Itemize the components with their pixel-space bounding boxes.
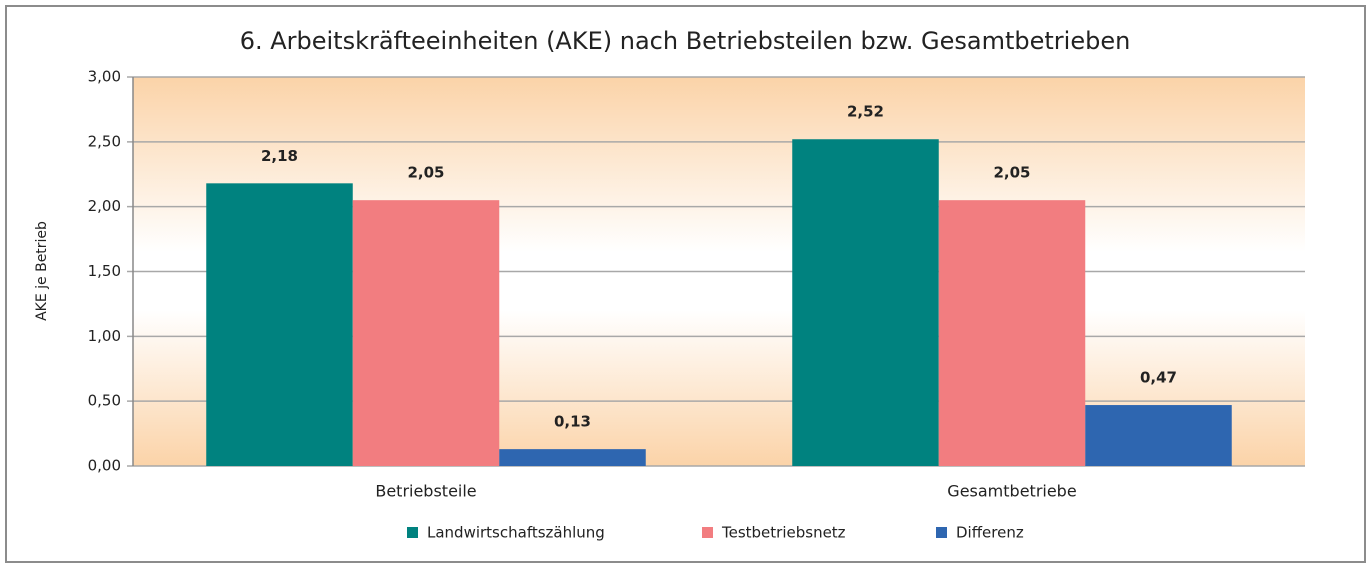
bar	[352, 200, 500, 466]
value-label: 0,47	[1140, 369, 1177, 387]
y-tick-label: 2,50	[88, 132, 121, 150]
y-tick-label: 1,50	[88, 262, 121, 280]
bar	[1085, 405, 1232, 466]
chart-title: 6. Arbeitskräfteeinheiten (AKE) nach Bet…	[240, 27, 1131, 55]
legend-swatch	[407, 527, 418, 538]
legend-swatch	[936, 527, 947, 538]
y-tick-label: 0,50	[88, 392, 121, 410]
value-label: 2,52	[847, 103, 884, 121]
value-label: 0,13	[554, 413, 591, 431]
y-tick-label: 1,00	[88, 327, 121, 345]
value-label: 2,05	[407, 164, 444, 182]
y-axis-label: AKE je Betrieb	[34, 221, 50, 321]
bar	[792, 139, 939, 467]
x-tick-label: Betriebsteile	[375, 482, 476, 501]
legend-label: Testbetriebsnetz	[721, 524, 846, 542]
y-tick-label: 3,00	[88, 68, 121, 86]
y-tick-label: 2,00	[88, 197, 121, 215]
bar	[499, 449, 646, 466]
bar	[938, 200, 1086, 466]
legend-label: Landwirtschaftszählung	[427, 524, 605, 542]
y-tick-label: 0,00	[88, 457, 121, 475]
bar	[206, 183, 353, 466]
value-label: 2,18	[261, 147, 298, 165]
x-tick-label: Gesamtbetriebe	[947, 482, 1076, 501]
value-label: 2,05	[993, 164, 1030, 182]
legend-swatch	[702, 527, 713, 538]
legend-label: Differenz	[956, 524, 1024, 542]
